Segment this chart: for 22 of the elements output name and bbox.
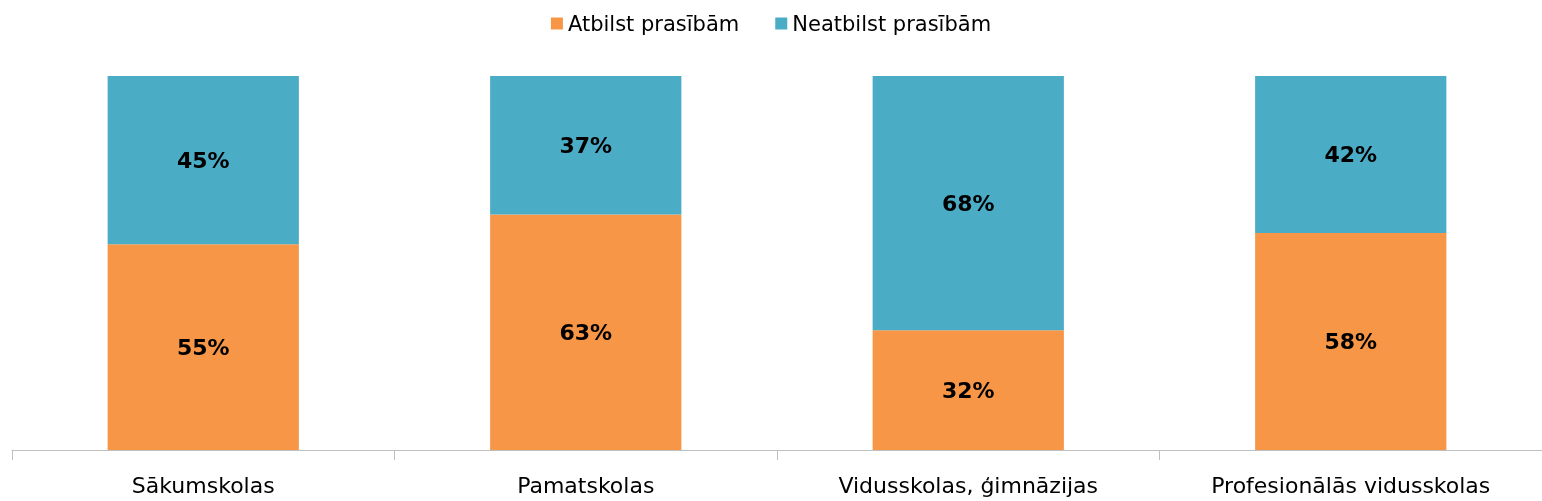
bar xyxy=(490,214,682,450)
x-tick-label: Profesionālās vidusskolas xyxy=(1211,472,1491,498)
data-label: 32% xyxy=(941,377,995,403)
data-label: 63% xyxy=(559,319,613,345)
x-tick-label: Sākumskolas xyxy=(131,472,275,498)
data-label: 42% xyxy=(1324,142,1378,168)
data-label: 37% xyxy=(559,132,613,158)
bar xyxy=(872,330,1064,450)
legend-label: Atbilst prasībām xyxy=(567,11,740,36)
data-label: 68% xyxy=(941,190,995,216)
bar xyxy=(1255,76,1447,234)
bar xyxy=(107,244,299,450)
bar xyxy=(872,76,1064,331)
data-label: 55% xyxy=(176,334,230,360)
bar xyxy=(1255,233,1447,450)
data-label: 45% xyxy=(176,147,230,173)
legend-label: Neatbilst prasībām xyxy=(792,11,992,36)
x-tick-label: Pamatskolas xyxy=(517,472,655,498)
bar xyxy=(490,76,682,215)
bar xyxy=(107,76,299,245)
x-tick-label: Vidusskolas, ģimnāzijas xyxy=(838,472,1099,498)
data-label: 58% xyxy=(1324,329,1378,355)
